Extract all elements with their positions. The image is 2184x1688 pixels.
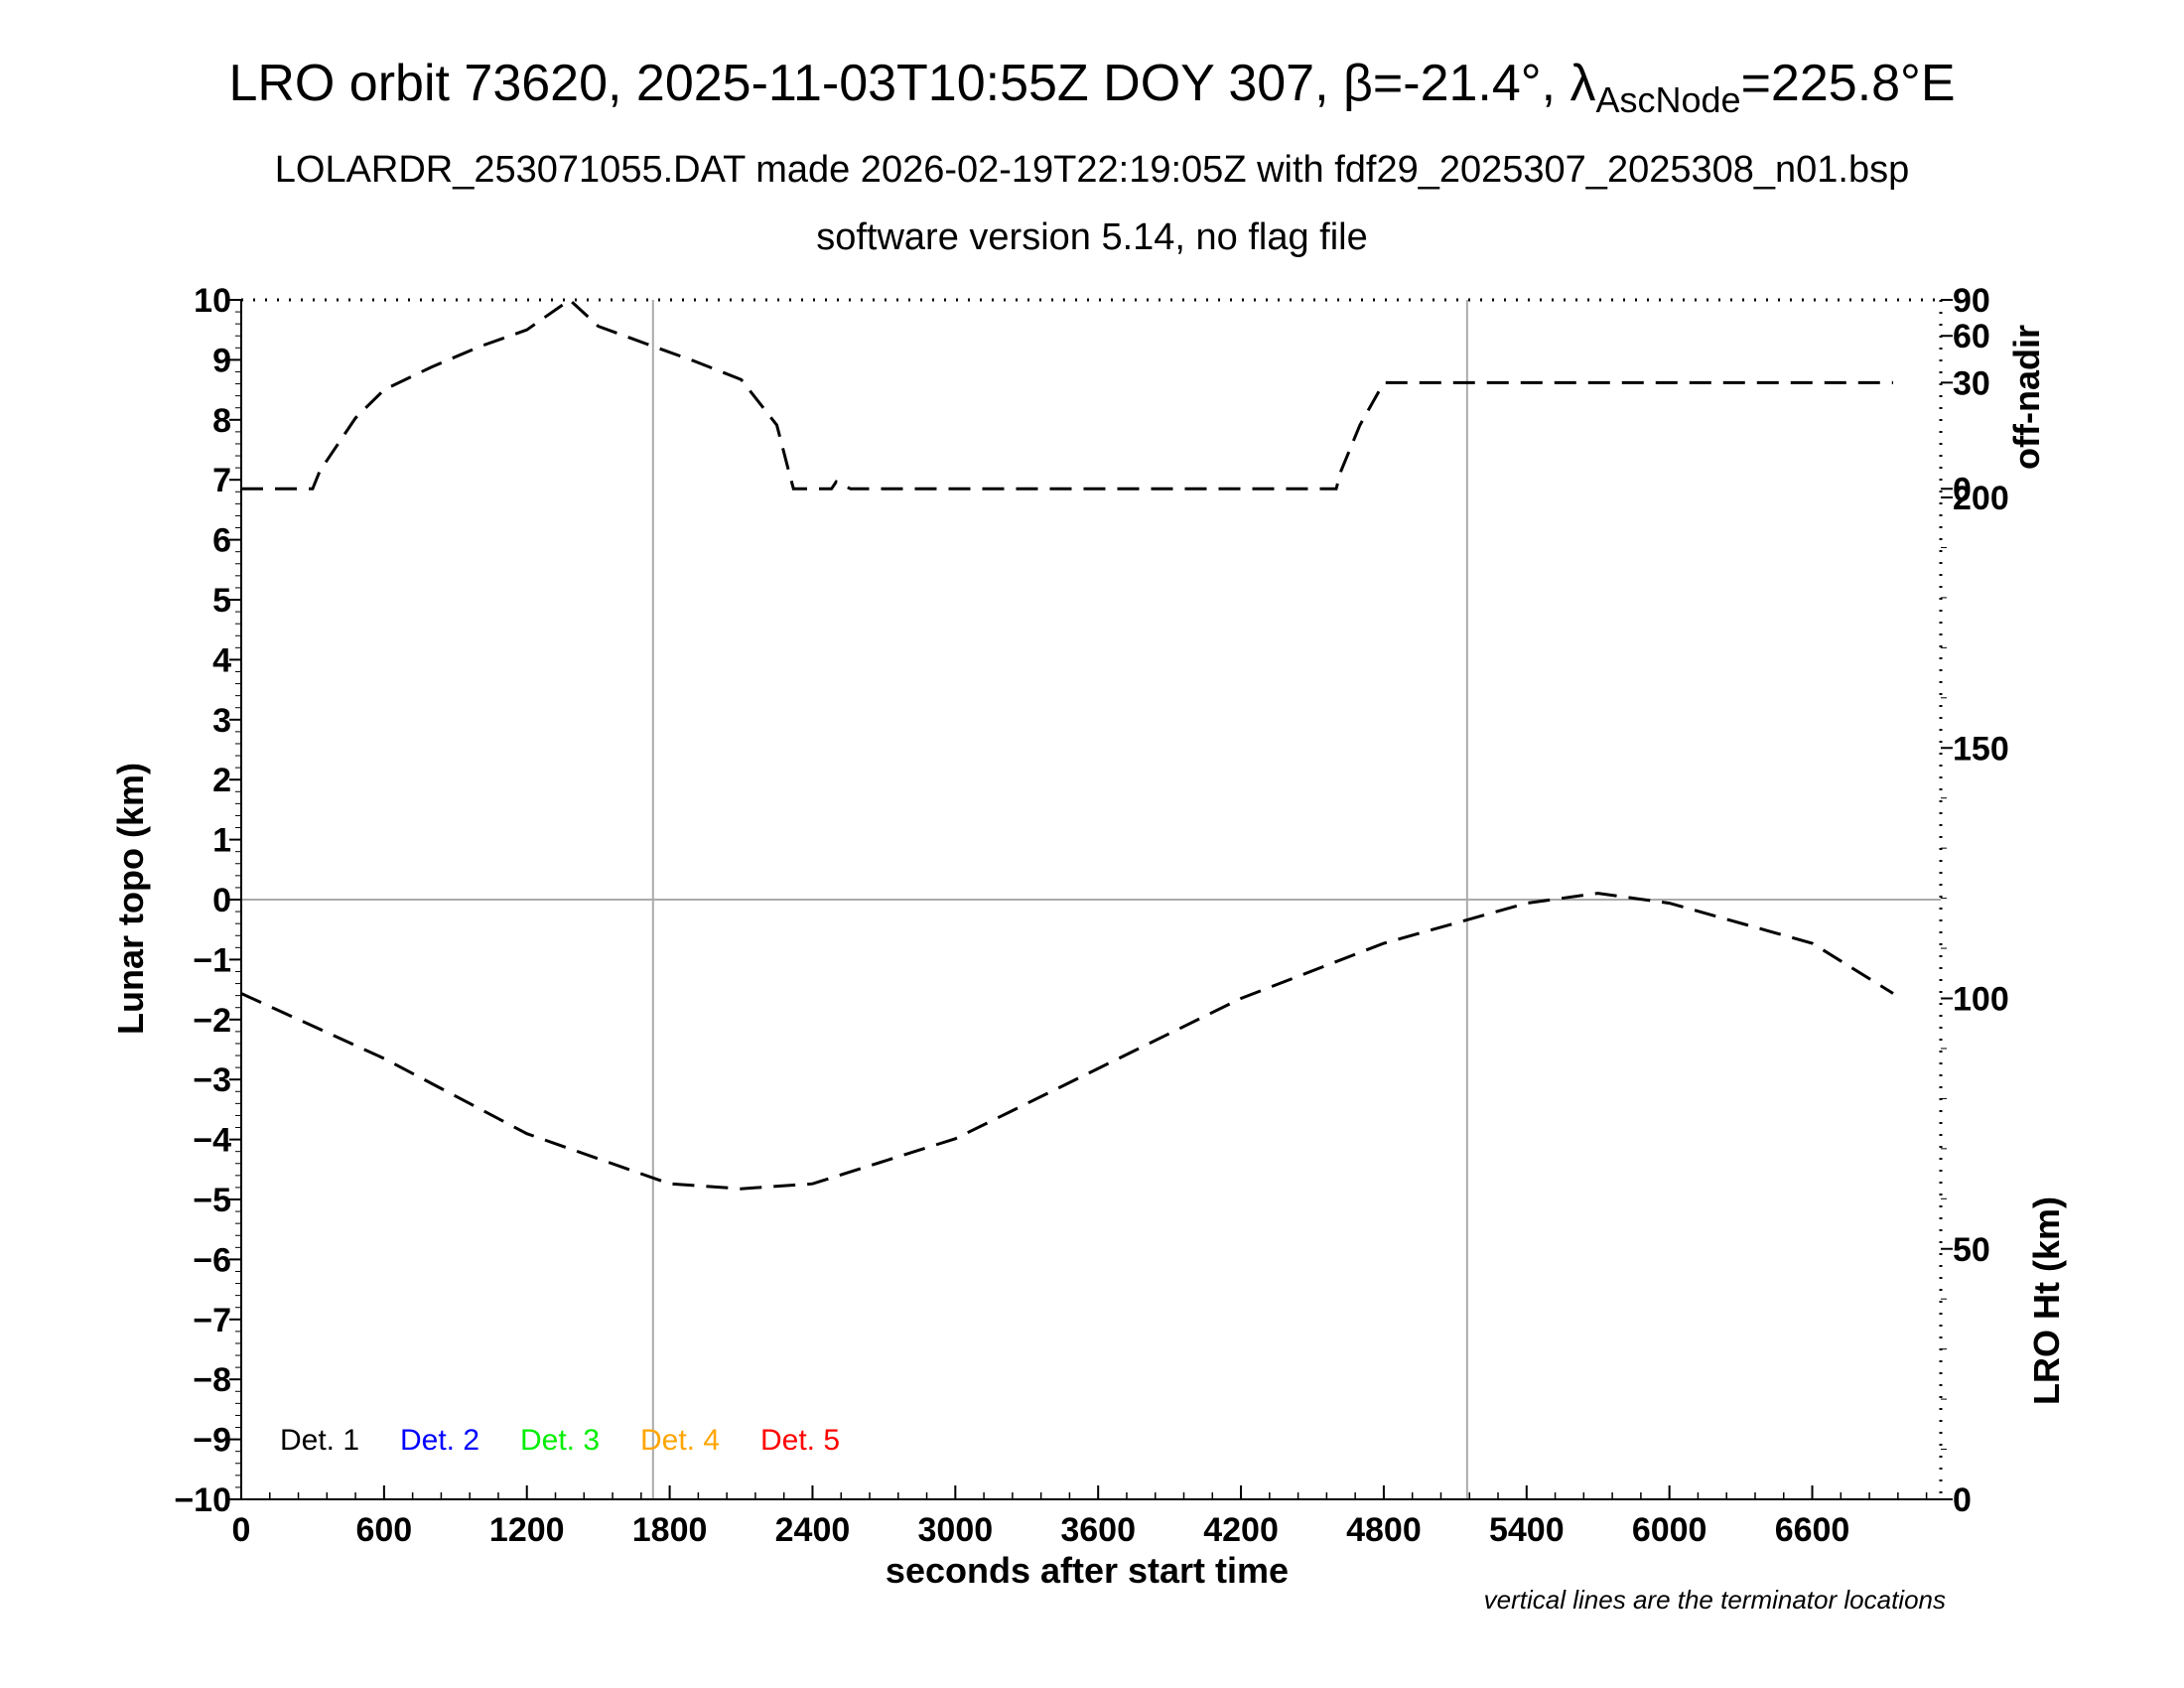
y-left-tick-label: 0: [212, 882, 231, 919]
y-left-tick-label: 1: [212, 822, 231, 860]
y-left-tick-label: −6: [193, 1241, 231, 1279]
y-height-tick-label: 200: [1953, 480, 2009, 517]
y-left-tick-label: 5: [212, 582, 231, 620]
x-tick-label: 1800: [632, 1511, 708, 1549]
y-left-tick-label: 4: [212, 641, 231, 679]
legend-entry: Det. 4: [640, 1424, 720, 1457]
legend-entry: Det. 3: [520, 1424, 600, 1457]
height-series-line: [240, 892, 1894, 1191]
chart-subtitle: LOLARDR_253071055.DAT made 2026-02-19T22…: [274, 149, 1910, 191]
y-left-tick-label: −4: [193, 1122, 231, 1160]
x-tick-label: 2400: [775, 1511, 851, 1549]
x-tick-label: 4800: [1346, 1511, 1422, 1549]
y-left-tick-label: 6: [212, 522, 231, 560]
chart-subtitle-2: software version 5.14, no flag file: [816, 216, 1368, 258]
terminator-note: vertical lines are the terminator locati…: [1484, 1585, 1946, 1615]
y-left-tick-label: −7: [193, 1302, 231, 1339]
y-axis-title-right-bottom: LRO Ht (km): [2026, 1196, 2067, 1405]
legend-entry: Det. 2: [400, 1424, 479, 1457]
y-left-tick-label: 10: [194, 282, 231, 320]
y-left-tick-label: 9: [212, 342, 231, 379]
x-tick-label: 600: [355, 1511, 412, 1549]
legend-entry: Det. 1: [280, 1424, 359, 1457]
y-axis-title-left: Lunar topo (km): [110, 763, 151, 1035]
x-axis-title: seconds after start time: [886, 1550, 1289, 1591]
y-height-tick-label: 150: [1953, 730, 2009, 768]
y-axis-title-right-top: off-nadir: [2006, 325, 2047, 470]
x-tick-label: 3600: [1060, 1511, 1136, 1549]
y-offnadir-tick-label: 90: [1953, 282, 1990, 320]
y-left-tick-label: −9: [193, 1422, 231, 1460]
x-tick-label: 5400: [1489, 1511, 1565, 1549]
y-height-tick-label: 0: [1953, 1481, 1972, 1519]
legend-entry: Det. 5: [760, 1424, 840, 1457]
x-tick-label: 1200: [489, 1511, 565, 1549]
y-offnadir-tick-label: 0: [1953, 471, 1972, 508]
x-tick-label: 6000: [1632, 1511, 1707, 1549]
y-left-tick-label: −8: [193, 1361, 231, 1399]
x-tick-label: 0: [232, 1511, 251, 1549]
y-offnadir-tick-label: 30: [1953, 364, 1990, 402]
y-left-tick-label: 8: [212, 402, 231, 440]
y-left-tick-label: −2: [193, 1002, 231, 1040]
y-left-tick-label: −10: [174, 1481, 231, 1519]
y-left-tick-label: 7: [212, 462, 231, 499]
y-left-tick-label: −1: [193, 941, 231, 979]
offnadir-series-line: [241, 298, 1893, 491]
x-tick-label: 4200: [1203, 1511, 1279, 1549]
x-tick-label: 3000: [918, 1511, 994, 1549]
y-offnadir-tick-label: 60: [1953, 318, 1990, 355]
y-height-tick-label: 100: [1953, 981, 2009, 1019]
y-left-tick-label: 2: [212, 762, 231, 799]
y-left-tick-label: −5: [193, 1182, 231, 1219]
y-height-tick-label: 50: [1953, 1231, 1990, 1269]
y-left-tick-label: 3: [212, 702, 231, 740]
chart-title: LRO orbit 73620, 2025-11-03T10:55Z DOY 3…: [228, 55, 1956, 120]
x-tick-label: 6600: [1775, 1511, 1850, 1549]
y-left-tick-label: −3: [193, 1061, 231, 1099]
